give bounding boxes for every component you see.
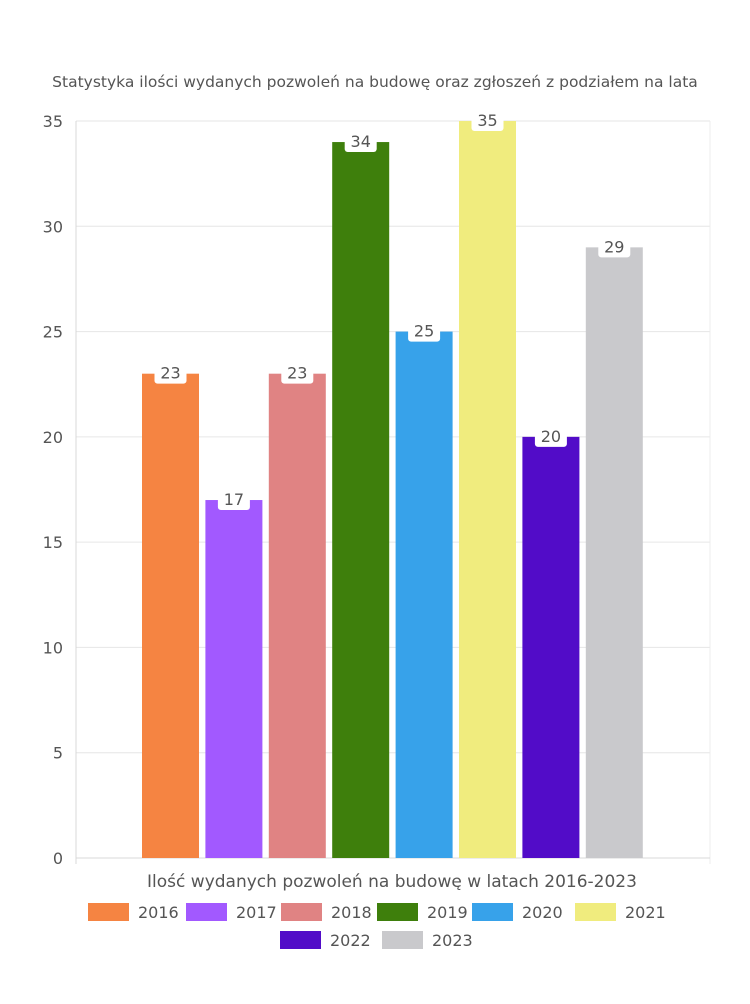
data-label: 23 [287,364,307,383]
bar-2017 [205,500,263,858]
legend-swatch-2016 [88,903,129,921]
data-label-box [281,361,314,384]
bar-2016 [142,373,199,858]
data-labels: 23 17 23 34 25 35 20 29 [154,109,631,511]
data-label: 35 [477,111,497,130]
y-tick-label: 30 [43,217,63,236]
y-tick-label: 35 [43,112,63,131]
legend-label: 2019 [427,903,468,922]
bar-2023 [585,247,643,859]
bar-2019 [332,142,390,859]
data-label-box [154,361,187,384]
legend-label: 2017 [236,903,277,922]
legend-label: 2022 [330,931,371,950]
legend-label: 2016 [138,903,179,922]
data-label: 34 [351,132,371,151]
data-label: 17 [224,490,244,509]
y-tick-label: 0 [53,849,63,868]
bar-2018 [268,373,326,858]
legend-label: 2020 [522,903,563,922]
legend-swatch-2017 [186,903,227,921]
bar-2022 [522,436,580,858]
data-label: 25 [414,322,434,341]
data-label-box [471,109,504,131]
data-label: 29 [604,237,624,256]
legend-swatch-2021 [575,903,616,921]
y-tick-label: 5 [53,744,63,763]
legend-label: 2018 [331,903,372,922]
y-tick-label: 20 [43,428,63,447]
y-tick-label: 25 [43,323,63,342]
legend-swatch-2020 [472,903,513,921]
legend-swatch-2018 [281,903,322,921]
chart-title: Statystyka ilości wydanych pozwoleń na b… [52,73,698,91]
legend: 2016 2017 2018 2019 2020 2021 2022 2023 [88,903,666,950]
y-tick-label: 15 [43,533,63,552]
bar-2020 [395,331,453,859]
data-label-box [217,488,250,511]
y-tick-label: 10 [43,638,63,657]
x-axis-title: Ilość wydanych pozwoleń na budowę w lata… [147,872,637,892]
data-label: 23 [160,364,180,383]
bars [142,121,643,859]
legend-label: 2021 [625,903,666,922]
legend-swatch-2022 [280,931,321,949]
legend-swatch-2023 [382,931,423,949]
legend-label: 2023 [432,931,473,950]
data-label-box [534,424,567,447]
data-label-box [598,235,631,258]
data-label: 20 [541,427,561,446]
bar-2021 [459,121,516,858]
data-label-box [344,130,377,153]
data-label-box [408,319,441,342]
legend-swatch-2019 [377,903,418,921]
